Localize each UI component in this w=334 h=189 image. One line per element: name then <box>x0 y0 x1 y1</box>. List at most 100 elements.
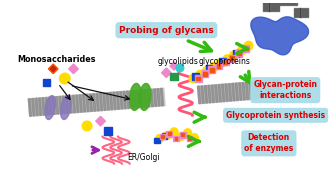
Circle shape <box>163 132 171 139</box>
Bar <box>203 72 207 76</box>
Circle shape <box>189 74 198 83</box>
Bar <box>289 0 290 5</box>
Polygon shape <box>110 92 113 110</box>
Polygon shape <box>35 98 38 116</box>
Bar <box>173 136 179 141</box>
Circle shape <box>216 59 225 67</box>
Bar <box>170 73 178 81</box>
Polygon shape <box>130 91 133 108</box>
Polygon shape <box>201 86 204 103</box>
Bar <box>96 116 105 126</box>
Polygon shape <box>120 91 123 109</box>
Bar <box>295 0 297 5</box>
Polygon shape <box>215 85 218 102</box>
Polygon shape <box>140 90 143 108</box>
Bar <box>162 68 171 77</box>
Polygon shape <box>45 97 48 115</box>
Bar <box>217 64 220 68</box>
Bar <box>300 8 302 17</box>
Text: Glycan-protein
interactions: Glycan-protein interactions <box>253 80 317 100</box>
Circle shape <box>176 64 184 72</box>
Bar <box>170 62 178 70</box>
Bar <box>196 77 200 81</box>
Bar <box>50 66 56 72</box>
Circle shape <box>237 46 246 55</box>
Polygon shape <box>113 92 116 110</box>
Bar <box>168 132 171 135</box>
Polygon shape <box>137 90 140 108</box>
Polygon shape <box>76 95 79 112</box>
Circle shape <box>170 128 178 136</box>
Bar <box>281 0 282 5</box>
Circle shape <box>59 73 70 84</box>
Circle shape <box>82 121 92 131</box>
Polygon shape <box>82 94 86 112</box>
Bar <box>162 133 167 139</box>
Ellipse shape <box>139 83 151 110</box>
Polygon shape <box>32 98 35 116</box>
Bar <box>161 135 164 138</box>
Bar <box>272 2 273 11</box>
Bar <box>307 8 308 17</box>
Bar <box>48 64 58 74</box>
Circle shape <box>184 129 191 137</box>
Text: ER/Golgi: ER/Golgi <box>128 153 160 162</box>
Circle shape <box>177 133 185 140</box>
Polygon shape <box>245 82 249 100</box>
Polygon shape <box>281 0 296 5</box>
Bar <box>222 59 229 65</box>
Polygon shape <box>273 80 276 98</box>
Bar <box>181 133 184 136</box>
Bar <box>242 45 249 52</box>
Polygon shape <box>100 93 103 111</box>
Polygon shape <box>211 85 214 102</box>
Bar <box>192 73 199 80</box>
Bar <box>244 47 247 50</box>
Bar <box>205 65 212 72</box>
Bar <box>274 2 275 11</box>
Polygon shape <box>208 85 211 103</box>
Polygon shape <box>55 97 59 114</box>
Bar <box>195 75 202 82</box>
Polygon shape <box>197 80 281 104</box>
Bar <box>305 8 306 17</box>
Polygon shape <box>150 89 153 107</box>
Polygon shape <box>69 96 72 113</box>
Polygon shape <box>228 84 232 101</box>
Polygon shape <box>65 96 69 113</box>
Bar <box>69 64 78 74</box>
Polygon shape <box>133 91 137 108</box>
Circle shape <box>244 41 253 50</box>
Polygon shape <box>96 93 99 111</box>
Polygon shape <box>49 97 52 115</box>
Polygon shape <box>263 81 266 98</box>
Polygon shape <box>266 81 269 98</box>
Bar <box>265 2 267 11</box>
Polygon shape <box>28 99 31 116</box>
Bar <box>237 51 241 55</box>
Polygon shape <box>116 92 120 109</box>
Text: Monosaccharides: Monosaccharides <box>17 55 96 64</box>
Bar <box>294 8 295 17</box>
Ellipse shape <box>60 96 71 119</box>
Circle shape <box>196 70 204 79</box>
Polygon shape <box>160 88 164 106</box>
Bar <box>278 2 279 11</box>
Polygon shape <box>154 89 157 106</box>
Polygon shape <box>28 88 165 116</box>
Bar <box>154 138 160 143</box>
Polygon shape <box>270 80 273 98</box>
Bar <box>263 2 264 11</box>
Polygon shape <box>59 96 62 114</box>
Bar <box>187 136 192 141</box>
Polygon shape <box>93 94 96 111</box>
Bar <box>270 2 271 11</box>
Polygon shape <box>197 86 201 104</box>
Polygon shape <box>38 98 42 115</box>
Circle shape <box>209 63 218 71</box>
Bar <box>267 2 269 11</box>
Polygon shape <box>251 17 309 55</box>
Polygon shape <box>143 90 147 107</box>
Ellipse shape <box>130 83 141 110</box>
Bar <box>175 137 177 140</box>
